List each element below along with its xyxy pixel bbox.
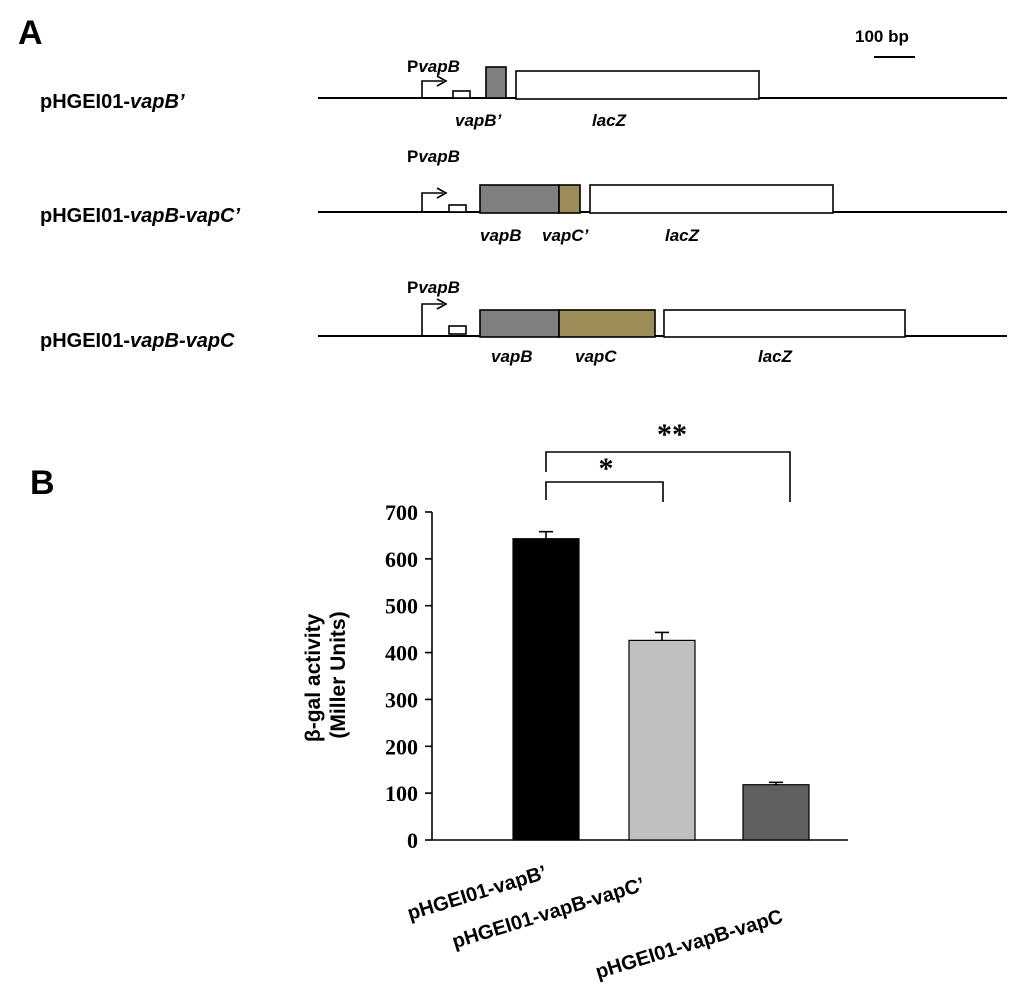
y-tick-label: 400 [385,641,418,666]
promoter-arrow-icon [421,303,443,336]
promoter-arrow-icon [421,80,443,98]
y-ticks: 0 100 200 300 400 500 600 700 [385,500,432,853]
y-tick-label: 0 [407,828,418,853]
y-tick-label: 700 [385,500,418,525]
gene-vapB-prime-1 [485,66,507,99]
gene-lacZ-3 [663,309,906,338]
gene-label-3-2: vapC [575,347,617,366]
bar-3 [742,784,810,841]
gene-vapC-prime-2 [558,184,581,214]
gene-label-2-1: vapB [480,226,522,245]
rbs-box-2 [448,204,467,213]
gene-label-3-1: vapB [491,347,533,366]
plasmid-label-1: pHGEI01-vapB’ [40,91,185,113]
gene-lacZ-2 [589,184,834,214]
promoter-arrowhead-icon [436,298,448,310]
y-tick-label: 200 [385,734,418,759]
y-tick-label: 300 [385,687,418,712]
panel-b-label: B [30,464,55,502]
promoter-arrowhead-icon [436,187,448,199]
y-tick-label: 500 [385,594,418,619]
significance-bracket-long [545,451,791,502]
panel-a-label: A [18,14,43,52]
promoter-label-3: PvapB [407,278,460,297]
plasmid-label-2: pHGEI01-vapB-vapC’ [40,205,241,227]
promoter-arrow-icon [421,192,443,212]
significance-label-single: * [599,452,614,485]
construct-row-3: pHGEI01-vapB-vapC PvapB vapB vapC lacZ [40,278,1007,366]
gene-vapB-2 [479,184,560,214]
promoter-arrowhead-icon [436,75,448,87]
gene-vapB-3 [479,309,560,338]
construct-row-2: pHGEI01-vapB-vapC’ PvapB vapB vapC’ lacZ [40,147,1007,245]
promoter-label-1: PvapB [407,57,460,76]
plasmid-label-3: pHGEI01-vapB-vapC [40,330,235,352]
gene-label-1-1: vapB’ [455,111,502,130]
gene-lacZ-1 [515,70,760,100]
significance-label-double: ** [657,418,687,451]
x-tick-label-3: pHGEI01-vapB-vapC [593,906,785,984]
significance-bracket-short [545,481,664,502]
y-axis-title: β-gal activity (Miller Units) [302,608,350,742]
scale-bar-label: 100 bp [855,27,909,46]
rbs-box-3 [448,325,467,335]
gene-label-2-2: vapC’ [542,226,589,245]
construct-row-1: pHGEI01-vapB’ PvapB vapB’ lacZ [40,57,1007,130]
gene-label-2-3: lacZ [665,226,700,245]
bar-1 [512,538,580,841]
y-tick-label: 100 [385,781,418,806]
rbs-box-1 [452,90,471,99]
bar-2 [628,639,696,841]
gene-label-1-2: lacZ [592,111,627,130]
x-tick-labels: pHGEI01-vapB’pHGEI01-vapB-vapC’pHGEI01-v… [405,862,786,984]
promoter-label-2: PvapB [407,147,460,166]
bars [512,530,810,841]
y-tick-label: 600 [385,547,418,572]
gene-label-3-3: lacZ [758,347,793,366]
gene-vapC-3 [558,309,656,338]
